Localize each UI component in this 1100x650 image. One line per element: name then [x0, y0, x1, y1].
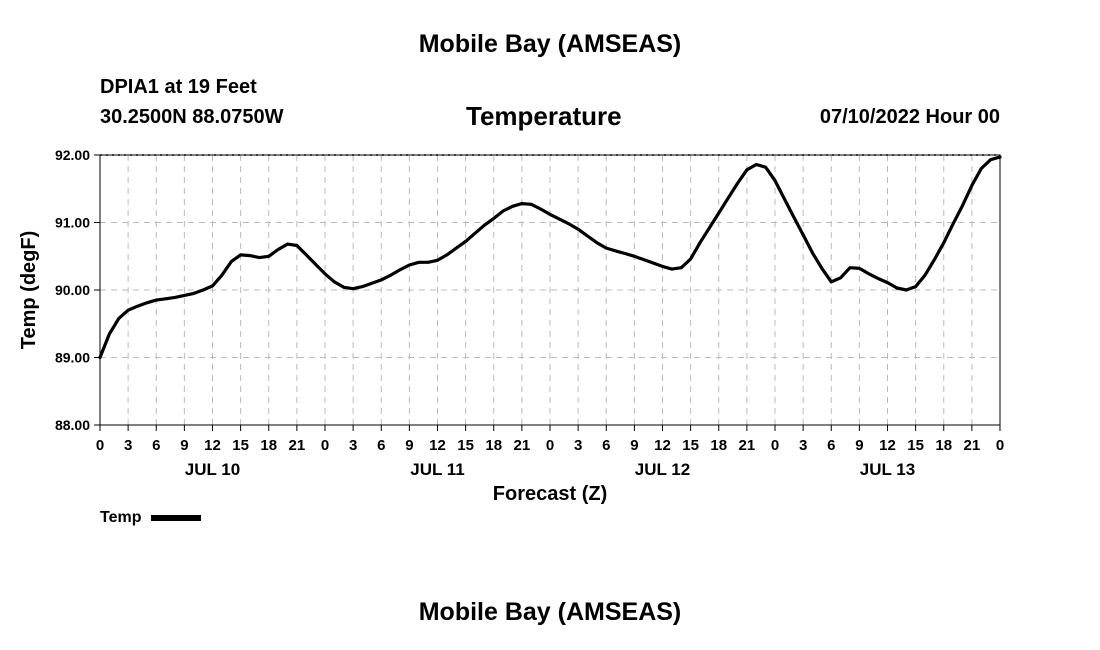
y-axis-label: Temp (degF) [18, 231, 40, 350]
y-tick-label: 89.00 [55, 350, 90, 366]
x-tick-label: 9 [855, 437, 863, 454]
x-tick-label: 0 [546, 437, 554, 454]
x-tick-label: 12 [654, 437, 671, 454]
x-tick-label: 21 [964, 437, 981, 454]
y-tick-label: 92.00 [55, 147, 90, 163]
coordinates-label: 30.2500N 88.0750W [100, 106, 284, 128]
x-tick-label: 18 [935, 437, 952, 454]
x-tick-label: 9 [630, 437, 638, 454]
grid [100, 155, 1000, 425]
x-tick-label: 15 [232, 437, 249, 454]
x-tick-label: 9 [405, 437, 413, 454]
x-tick-label: 6 [827, 437, 835, 454]
x-tick-label: 0 [321, 437, 329, 454]
bottom-title: Mobile Bay (AMSEAS) [418, 598, 682, 626]
x-tick-label: 6 [602, 437, 610, 454]
x-tick-label: 3 [349, 437, 357, 454]
series [98, 155, 1002, 360]
legend-swatch [151, 515, 202, 521]
x-day-label: JUL 13 [860, 460, 915, 479]
legend-label: Temp [100, 509, 142, 526]
main-title: Mobile Bay (AMSEAS) [418, 30, 682, 58]
x-tick-label: 0 [996, 437, 1004, 454]
x-tick-label: 15 [457, 437, 474, 454]
x-tick-label: 18 [260, 437, 277, 454]
x-tick-label: 3 [574, 437, 582, 454]
chart-title: Temperature [466, 101, 622, 131]
x-tick-label: 18 [485, 437, 502, 454]
x-tick-label: 9 [180, 437, 188, 454]
axes: 0 3 6 9 12 15 18 21 0 3 6 9 12 15 18 21 0 3 6 9 12 15 18 21 0 3 6 9… [55, 147, 1004, 479]
y-tick-label: 90.00 [55, 282, 90, 298]
x-tick-label: 15 [907, 437, 924, 454]
x-tick-label: 3 [124, 437, 132, 454]
x-tick-label: 21 [289, 437, 306, 454]
y-tick-label: 91.00 [55, 215, 90, 231]
x-tick-label: 12 [879, 437, 896, 454]
legend: Temp [100, 509, 202, 527]
x-tick-label: 6 [152, 437, 160, 454]
series-line-temp [98, 155, 1002, 360]
x-tick-label: 12 [429, 437, 446, 454]
x-day-label: JUL 11 [410, 460, 465, 479]
x-tick-label: 3 [799, 437, 807, 454]
x-tick-label: 21 [739, 437, 756, 454]
x-tick-label: 0 [96, 437, 104, 454]
x-tick-label: 18 [710, 437, 727, 454]
x-tick-label: 21 [514, 437, 531, 454]
x-day-label: JUL 12 [635, 460, 690, 479]
station-label: DPIA1 at 19 Feet [100, 76, 257, 98]
x-tick-label: 0 [771, 437, 779, 454]
y-tick-label: 88.00 [55, 417, 90, 433]
valid-time-label: 07/10/2022 Hour 00 [819, 106, 1000, 128]
x-day-label: JUL 10 [185, 460, 240, 479]
x-axis-label: Forecast (Z) [493, 483, 607, 505]
x-tick-label: 6 [377, 437, 385, 454]
x-tick-label: 12 [204, 437, 221, 454]
x-tick-label: 15 [682, 437, 699, 454]
